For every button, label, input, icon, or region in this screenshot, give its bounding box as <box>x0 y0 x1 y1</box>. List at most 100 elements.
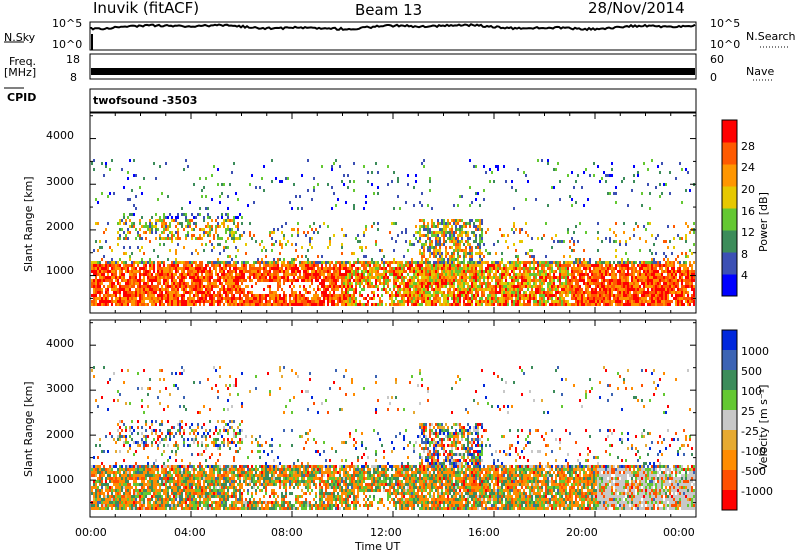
power-echo-cell <box>313 264 315 267</box>
power-echo-cell <box>563 270 565 273</box>
power-echo-cell <box>159 270 161 273</box>
power-echo-cell <box>533 255 535 258</box>
power-echo-cell <box>473 261 475 264</box>
power-echo-cell <box>151 276 153 279</box>
power-echo-cell <box>649 270 651 273</box>
power-echo-cell <box>303 276 305 279</box>
power-echo-cell <box>131 264 133 267</box>
power-echo-cell <box>647 273 649 276</box>
power-echo-cell <box>481 264 483 267</box>
power-echo-cell <box>481 267 483 270</box>
power-echo-cell <box>387 282 389 285</box>
power-echo-cell <box>407 264 409 267</box>
power-echo-cell <box>217 222 219 225</box>
power-echo-cell <box>625 243 627 246</box>
power-echo-cell <box>327 270 329 273</box>
power-echo-cell <box>111 276 113 279</box>
power-echo-cell <box>475 267 477 270</box>
power-echo-cell <box>421 258 423 261</box>
power-echo-cell <box>543 267 545 270</box>
power-echo-cell <box>387 261 389 264</box>
power-echo-cell <box>191 288 193 291</box>
power-echo-cell <box>173 261 175 264</box>
time-axis-label: Time UT <box>355 540 401 553</box>
power-echo-cell <box>581 264 583 267</box>
power-echo-cell <box>435 297 437 300</box>
power-echo-cell <box>487 261 489 264</box>
power-echo-cell <box>495 300 497 303</box>
power-echo-cell <box>459 219 461 222</box>
power-echo-cell <box>449 279 451 282</box>
power-echo-cell <box>481 288 483 291</box>
power-echo-cell <box>427 297 429 300</box>
power-echo-cell <box>545 255 547 258</box>
power-echo-cell <box>251 291 253 294</box>
power-echo-cell <box>363 270 365 273</box>
power-echo-cell <box>503 291 505 294</box>
power-echo-cell <box>457 246 459 249</box>
power-echo-cell <box>471 285 473 288</box>
power-echo-cell <box>469 288 471 291</box>
power-echo-cell <box>111 294 113 297</box>
power-echo-cell <box>645 264 647 267</box>
power-echo-cell <box>537 264 539 267</box>
power-echo-cell <box>123 294 125 297</box>
power-echo-cell <box>363 255 365 258</box>
power-echo-cell <box>589 303 591 306</box>
power-echo-cell <box>511 180 513 183</box>
power-echo-cell <box>501 297 503 300</box>
power-echo-cell <box>489 168 491 171</box>
power-echo-cell <box>585 297 587 300</box>
power-echo-cell <box>307 291 309 294</box>
power-echo-cell <box>585 291 587 294</box>
power-echo-cell <box>601 240 603 243</box>
power-echo-cell <box>319 303 321 306</box>
power-echo-cell <box>475 261 477 264</box>
power-echo-cell <box>297 234 299 237</box>
power-echo-cell <box>183 264 185 267</box>
power-echo-cell <box>491 261 493 264</box>
power-echo-cell <box>145 231 147 234</box>
power-echo-cell <box>455 264 457 267</box>
power-echo-cell <box>437 282 439 285</box>
power-echo-cell <box>407 297 409 300</box>
power-echo-cell <box>323 303 325 306</box>
power-echo-cell <box>651 276 653 279</box>
power-echo-cell <box>685 276 687 279</box>
power-echo-cell <box>251 270 253 273</box>
power-echo-cell <box>471 270 473 273</box>
power-echo-cell <box>227 288 229 291</box>
power-echo-cell <box>345 267 347 270</box>
power-echo-cell <box>229 183 231 186</box>
power-echo-cell <box>277 261 279 264</box>
power-echo-cell <box>425 300 427 303</box>
power-echo-cell <box>215 270 217 273</box>
power-echo-cell <box>249 270 251 273</box>
power-echo-cell <box>377 267 379 270</box>
power-echo-cell <box>613 273 615 276</box>
power-echo-cell <box>407 261 409 264</box>
power-echo-cell <box>115 267 117 270</box>
p2-y-tick-3000: 3000 <box>46 382 74 395</box>
power-echo-cell <box>583 258 585 261</box>
power-echo-cell <box>563 267 565 270</box>
power-echo-cell <box>435 231 437 234</box>
power-echo-cell <box>297 207 299 210</box>
power-echo-cell <box>519 288 521 291</box>
power-echo-cell <box>431 225 433 228</box>
power-echo-cell <box>673 273 675 276</box>
power-echo-cell <box>441 279 443 282</box>
power-echo-cell <box>663 285 665 288</box>
power-echo-cell <box>435 225 437 228</box>
power-echo-cell <box>125 261 127 264</box>
power-echo-cell <box>679 261 681 264</box>
power-echo-cell <box>417 240 419 243</box>
power-echo-cell <box>499 288 501 291</box>
power-echo-cell <box>421 162 423 165</box>
power-echo-cell <box>115 273 117 276</box>
power-echo-cell <box>307 297 309 300</box>
vel-tick-500: 500 <box>741 365 762 378</box>
power-echo-cell <box>307 264 309 267</box>
power-echo-cell <box>607 264 609 267</box>
